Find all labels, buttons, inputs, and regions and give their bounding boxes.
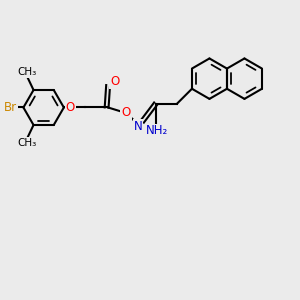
Text: NH₂: NH₂ — [146, 124, 168, 137]
Text: O: O — [110, 75, 119, 88]
Text: O: O — [121, 106, 130, 119]
Text: CH₃: CH₃ — [17, 67, 37, 77]
Text: O: O — [66, 101, 75, 114]
Text: N: N — [134, 120, 142, 133]
Text: Br: Br — [4, 101, 16, 114]
Text: CH₃: CH₃ — [17, 138, 37, 148]
